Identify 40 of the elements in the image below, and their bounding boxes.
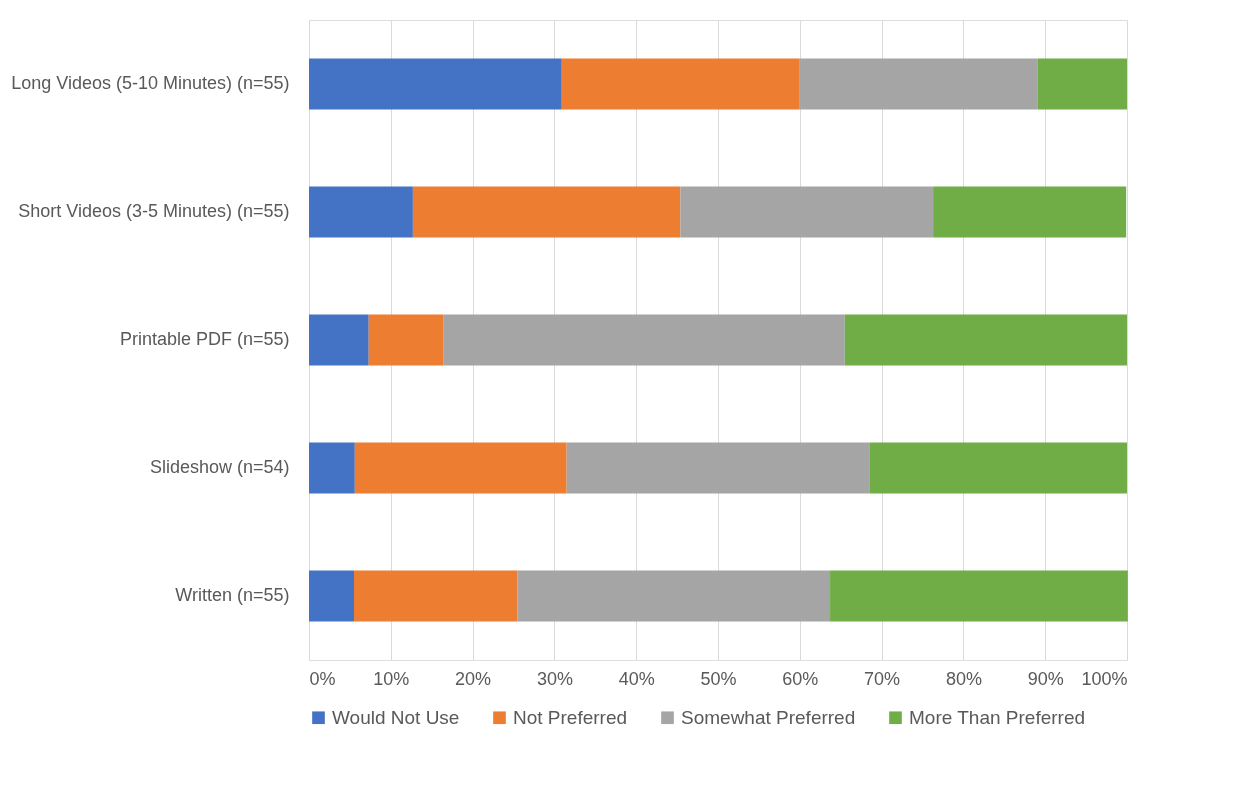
x-tick-label: 70% [864, 668, 901, 689]
bar [566, 442, 870, 494]
legend-label: Somewhat Preferred [681, 706, 856, 728]
bar [680, 186, 934, 238]
x-tick-label: 60% [782, 668, 819, 689]
x-tick-label: 100% [1081, 668, 1128, 689]
legend-label: More Than Preferred [909, 706, 1086, 728]
bar [933, 186, 1127, 238]
bar [353, 570, 518, 622]
y-tick-label: Slideshow (n=54) [149, 457, 290, 477]
legend-label: Would Not Use [332, 706, 460, 728]
bar [368, 314, 444, 366]
bar [1037, 58, 1127, 110]
y-tick-label: Written (n=55) [175, 585, 290, 605]
y-tick-label: Printable PDF (n=55) [119, 329, 290, 349]
x-tick-label: 0% [309, 668, 336, 689]
bar [309, 570, 354, 622]
x-tick-label: 10% [373, 668, 410, 689]
y-tick-label: Long Videos (5-10 Minutes) (n=55) [11, 73, 290, 93]
bar [354, 442, 567, 494]
bar [517, 570, 831, 622]
bar [830, 570, 1128, 622]
x-tick-label: 80% [945, 668, 982, 689]
y-tick-label: Short Videos (3-5 Minutes) (n=55) [18, 201, 290, 221]
bar [309, 186, 413, 238]
bar [309, 58, 562, 110]
x-tick-label: 30% [536, 668, 573, 689]
bar [799, 58, 1038, 110]
x-tick-label: 40% [618, 668, 655, 689]
legend-label: Not Preferred [513, 706, 628, 728]
bar [443, 314, 845, 366]
bar [869, 442, 1127, 494]
bar [412, 186, 681, 238]
x-tick-label: 20% [455, 668, 492, 689]
bar [561, 58, 800, 110]
x-tick-label: 90% [1027, 668, 1064, 689]
x-tick-label: 50% [700, 668, 737, 689]
bar [309, 442, 355, 494]
bar [844, 314, 1127, 366]
bar [309, 314, 369, 366]
